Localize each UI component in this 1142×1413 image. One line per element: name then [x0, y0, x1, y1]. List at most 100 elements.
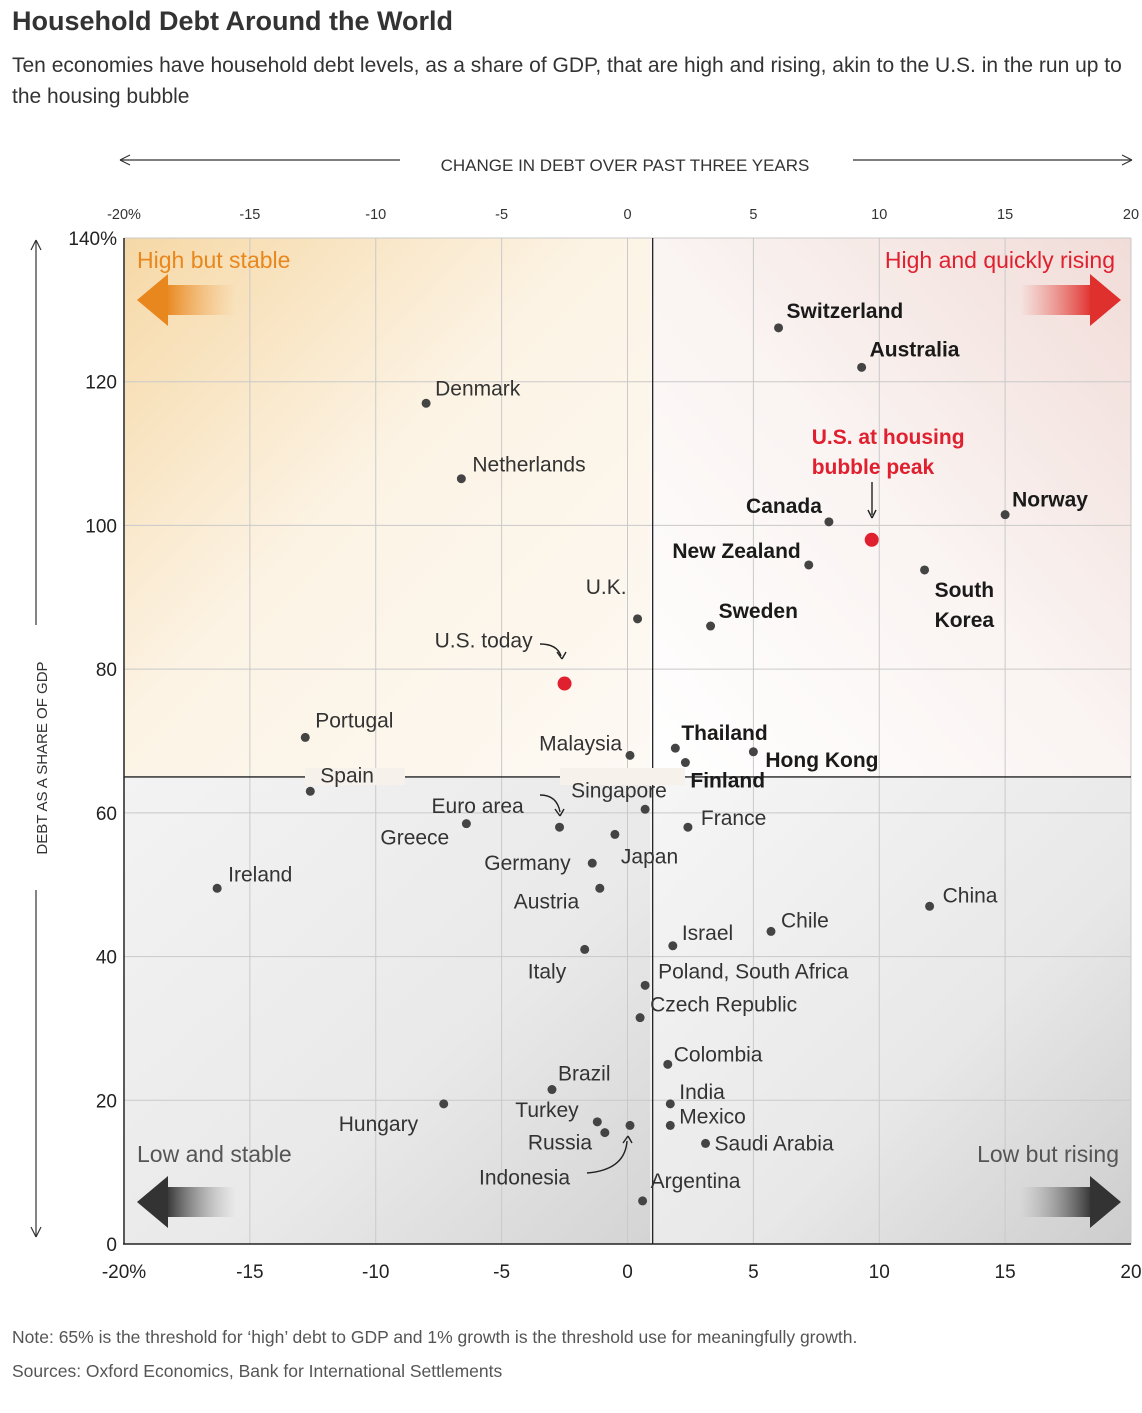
- label-u-s-at-housing-bubble-peak: U.S. at housing bubble peak: [812, 426, 965, 479]
- x-tick-labels-bottom: -20% -15 -10 -5 0 5 10 15 20: [102, 1262, 1142, 1283]
- x-tick-label: 20: [1120, 1262, 1141, 1283]
- point-hong-kong[interactable]: [748, 747, 758, 757]
- point-israel[interactable]: [668, 941, 678, 951]
- x-tick-label: 0: [622, 1262, 633, 1283]
- point-u-s-today[interactable]: [557, 676, 572, 691]
- quadrant-low-stable-bg: [125, 777, 650, 1244]
- label-thailand: Thailand: [681, 722, 767, 745]
- point-japan[interactable]: [610, 829, 620, 839]
- label-sweden: Sweden: [719, 600, 798, 623]
- point-u-s-at-housing-bubble-peak[interactable]: [864, 532, 879, 547]
- point-spain[interactable]: [305, 786, 315, 796]
- y-tick-label: 80: [96, 660, 117, 681]
- y-tick-label: 100: [85, 516, 117, 537]
- label-finland: Finland: [690, 770, 765, 793]
- point-sweden[interactable]: [706, 621, 716, 631]
- label-canada: Canada: [746, 495, 822, 518]
- x-tick-label: 15: [995, 1262, 1016, 1283]
- point-singapore[interactable]: [640, 804, 650, 814]
- point-euro-area[interactable]: [555, 822, 565, 832]
- label-u-s-today: U.S. today: [435, 630, 534, 653]
- label-portugal: Portugal: [315, 709, 393, 732]
- y-tick-labels: 0 20 40 60 80 100 120 140%: [68, 229, 117, 1256]
- point-u-k[interactable]: [633, 614, 643, 624]
- point-italy[interactable]: [580, 944, 590, 954]
- point-malaysia[interactable]: [625, 750, 635, 760]
- point-china[interactable]: [925, 901, 935, 911]
- chart-source: Sources: Oxford Economics, Bank for Inte…: [12, 1361, 503, 1381]
- label-germany: Germany: [484, 852, 571, 875]
- point-indonesia[interactable]: [625, 1120, 635, 1130]
- point-saudi-arabia[interactable]: [701, 1138, 711, 1148]
- quadrant-high-stable-bg: [125, 238, 650, 777]
- point-hungary[interactable]: [439, 1099, 449, 1109]
- point-chile[interactable]: [766, 926, 776, 936]
- label-singapore: Singapore: [571, 779, 667, 802]
- point-denmark[interactable]: [421, 398, 431, 408]
- label-brazil: Brazil: [558, 1063, 611, 1086]
- point-argentina[interactable]: [638, 1196, 648, 1206]
- point-india[interactable]: [665, 1099, 675, 1109]
- point-norway[interactable]: [1000, 510, 1010, 520]
- point-switzerland[interactable]: [774, 323, 784, 333]
- arrow-low-rising-icon: [1020, 1176, 1121, 1228]
- point-germany[interactable]: [587, 858, 597, 868]
- point-portugal[interactable]: [300, 732, 310, 742]
- label-japan: Japan: [621, 845, 678, 868]
- point-south-korea[interactable]: [920, 565, 930, 575]
- point-finland[interactable]: [680, 758, 690, 768]
- point-czech-republic[interactable]: [635, 1013, 645, 1023]
- x-tick-label: -10: [362, 1262, 389, 1283]
- point-netherlands[interactable]: [456, 474, 466, 484]
- chart-subtitle: Ten economies have household debt levels…: [12, 54, 1122, 108]
- y-tick-label: 60: [96, 804, 117, 825]
- label-france: France: [701, 807, 766, 830]
- point-canada[interactable]: [824, 517, 834, 527]
- data-points: [212, 323, 1010, 1206]
- point-poland-south-africa[interactable]: [640, 980, 650, 990]
- point-austria[interactable]: [595, 883, 605, 893]
- point-australia[interactable]: [857, 362, 867, 372]
- label-russia: Russia: [528, 1132, 593, 1155]
- point-russia[interactable]: [600, 1128, 610, 1138]
- quadrant-label-low-rising: Low but rising: [977, 1141, 1119, 1167]
- point-colombia[interactable]: [663, 1059, 673, 1069]
- point-ireland[interactable]: [212, 883, 222, 893]
- quadrant-label-high-stable: High but stable: [137, 247, 290, 273]
- point-france[interactable]: [683, 822, 693, 832]
- point-brazil[interactable]: [547, 1085, 557, 1095]
- label-norway: Norway: [1012, 489, 1088, 512]
- point-turkey[interactable]: [592, 1117, 602, 1127]
- label-argentina: Argentina: [651, 1170, 741, 1193]
- arrow-high-rising-icon: [1020, 274, 1121, 326]
- y-axis-title: DEBT AS A SHARE OF GDP: [34, 661, 51, 854]
- x-tick-label-top: -5: [495, 207, 508, 223]
- x-tick-label-top: 20: [1123, 207, 1139, 223]
- x-tick-label-top: 0: [623, 207, 631, 223]
- point-thailand[interactable]: [670, 743, 680, 753]
- quadrant-high-rising-bg: [650, 238, 1131, 777]
- label-chile: Chile: [781, 909, 829, 932]
- point-new-zealand[interactable]: [804, 560, 814, 570]
- arrow-high-stable-icon: [137, 274, 236, 326]
- chart-title: Household Debt Around the World: [12, 6, 453, 36]
- y-tick-label: 120: [85, 373, 117, 394]
- label-netherlands: Netherlands: [472, 454, 585, 477]
- label-knockout-singapore: [560, 768, 685, 785]
- point-greece[interactable]: [461, 819, 471, 829]
- arrow-low-stable-icon: [137, 1176, 236, 1228]
- x-tick-label-top: 5: [749, 207, 757, 223]
- y-tick-label: 20: [96, 1091, 117, 1112]
- label-italy: Italy: [528, 960, 567, 983]
- label-israel: Israel: [682, 922, 733, 945]
- x-axis-title: CHANGE IN DEBT OVER PAST THREE YEARS: [441, 156, 810, 175]
- x-tick-label-top: -15: [239, 207, 260, 223]
- y-tick-label: 0: [106, 1235, 117, 1256]
- label-denmark: Denmark: [435, 377, 521, 400]
- point-mexico[interactable]: [665, 1120, 675, 1130]
- label-u-k: U.K.: [586, 576, 627, 599]
- quadrant-label-low-stable: Low and stable: [137, 1141, 292, 1167]
- x-tick-label: -5: [493, 1262, 510, 1283]
- x-tick-labels-top: -20% -15 -10 -5 0 5 10 15 20: [107, 207, 1139, 223]
